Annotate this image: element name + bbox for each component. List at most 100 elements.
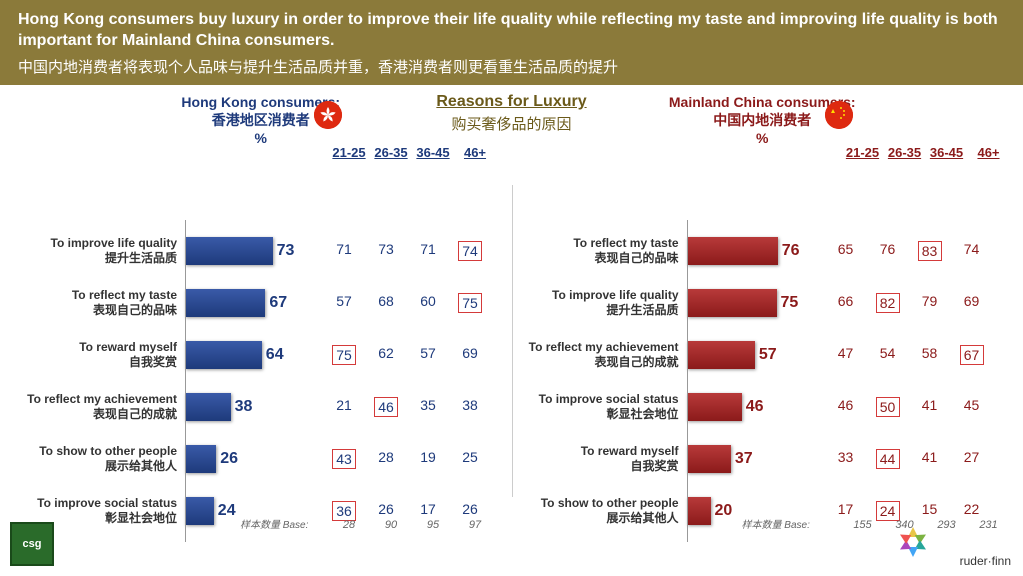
age-cell: 67 [951,345,993,365]
bar-value: 26 [220,450,238,468]
age-cell: 75 [449,293,491,313]
bar-area: 67 [185,277,315,329]
row-label: To reward myself自我奖赏 [10,340,185,370]
bar-value: 67 [269,294,287,312]
age-cell: 57 [407,345,449,365]
hk-rows: To improve life quality提升生活品质7371737174 T… [10,225,512,537]
age-cells: 71737174 [323,241,491,261]
age-cell: 75 [323,345,365,365]
base-value: 97 [454,519,496,531]
age-header: 21-25 [328,145,370,160]
age-cell: 74 [951,241,993,261]
mc-age-headers: 21-2526-3536-4546+ [842,145,1010,160]
chart-row: To improve social status彰显社会地位4646504145 [512,381,1014,433]
center-title: Reasons for Luxury 购买奢侈品的原因 [436,93,586,134]
age-header: 26-35 [884,145,926,160]
age-cell: 15 [909,501,951,521]
bar-area: 73 [185,225,315,277]
bar-area: 75 [687,277,817,329]
age-cells: 47545867 [825,345,993,365]
age-cell: 54 [867,345,909,365]
hk-base-label: 样本数量 Base: [240,516,308,531]
chart-row: To improve life quality提升生活品质7371737174 [10,225,512,277]
csg-logo: csg [10,522,54,566]
bar [687,393,742,421]
bar [185,445,216,473]
base-value: 95 [412,519,454,531]
bar-area: 46 [687,381,817,433]
mc-title-en: Mainland China consumers: [512,93,1014,111]
age-cell: 76 [867,241,909,261]
hk-flag-icon [314,101,342,129]
age-cell: 69 [449,345,491,365]
chart-row: To show to other people展示给其他人2643281925 [10,433,512,485]
age-cell: 58 [909,345,951,365]
bar-area: 38 [185,381,315,433]
age-cell: 71 [323,241,365,261]
age-cells: 21463538 [323,397,491,417]
age-cell: 24 [867,501,909,521]
bar-value: 64 [266,346,284,364]
age-cell: 21 [323,397,365,417]
age-cell: 83 [909,241,951,261]
bar-value: 57 [759,346,777,364]
age-cell: 69 [951,293,993,313]
mc-title: Mainland China consumers: 中国内地消费者 % [512,93,1014,148]
mc-panel: Mainland China consumers: 中国内地消费者 % 21-2… [512,93,1014,538]
age-header: 26-35 [370,145,412,160]
age-cell: 66 [825,293,867,313]
age-cells: 36261726 [323,501,491,521]
bar-area: 57 [687,329,817,381]
row-label: To reflect my achievement表现自己的成就 [512,340,687,370]
bar-area: 37 [687,433,817,485]
age-cell: 82 [867,293,909,313]
base-value: 231 [968,519,1010,531]
hk-panel: Hong Kong consumers: 香港地区消费者 % 21-2526-3… [10,93,512,538]
cn-flag-icon [825,101,853,129]
age-cell: 22 [951,501,993,521]
bar [687,289,777,317]
age-cell: 68 [365,293,407,313]
base-value: 90 [370,519,412,531]
age-cell: 41 [909,397,951,417]
ruder-finn-logo: ruder·finn [960,554,1011,568]
age-cell: 50 [867,397,909,417]
age-cell: 46 [825,397,867,417]
age-cells: 65768374 [825,241,993,261]
bar-value: 76 [782,242,800,260]
header-title-en: Hong Kong consumers buy luxury in order … [18,10,1005,52]
age-cell: 41 [909,449,951,469]
row-label: To reflect my achievement表现自己的成就 [10,392,185,422]
age-cell: 26 [449,501,491,521]
hk-base-vals: 28909597 [328,519,496,531]
age-cell: 36 [323,501,365,521]
center-title-cn: 购买奢侈品的原因 [436,113,586,134]
bar [687,497,711,525]
bar-value: 73 [277,242,295,260]
bar [687,341,755,369]
bar-value: 24 [218,502,236,520]
age-cells: 43281925 [323,449,491,469]
mc-rows: To reflect my taste表现自己的品味7665768374To i… [512,225,1014,537]
age-cell: 62 [365,345,407,365]
age-cell: 45 [951,397,993,417]
row-label: To reflect my taste表现自己的品味 [10,288,185,318]
age-cell: 60 [407,293,449,313]
age-cells: 33444127 [825,449,993,469]
age-cell: 27 [951,449,993,469]
bar-value: 37 [735,450,753,468]
chart-row: To reward myself自我奖赏 64 75625769 [10,329,512,381]
bar [185,237,273,265]
age-cell: 19 [407,449,449,469]
center-title-en: Reasons for Luxury [436,93,586,111]
bar [185,289,265,317]
mc-base-label: 样本数量 Base: [742,516,810,531]
age-cell: 33 [825,449,867,469]
chart-row: To reflect my taste表现自己的品味6757686075 [10,277,512,329]
base-value: 155 [842,519,884,531]
age-cell: 73 [365,241,407,261]
age-header: 46+ [454,145,496,160]
bar-area: 64 [185,329,315,381]
header-title-cn: 中国内地消费者将表现个人品味与提升生活品质并重，香港消费者则更看重生活品质的提升 [18,56,1005,77]
chart-row: To reflect my achievement表现自己的成就 57 475458… [512,329,1014,381]
